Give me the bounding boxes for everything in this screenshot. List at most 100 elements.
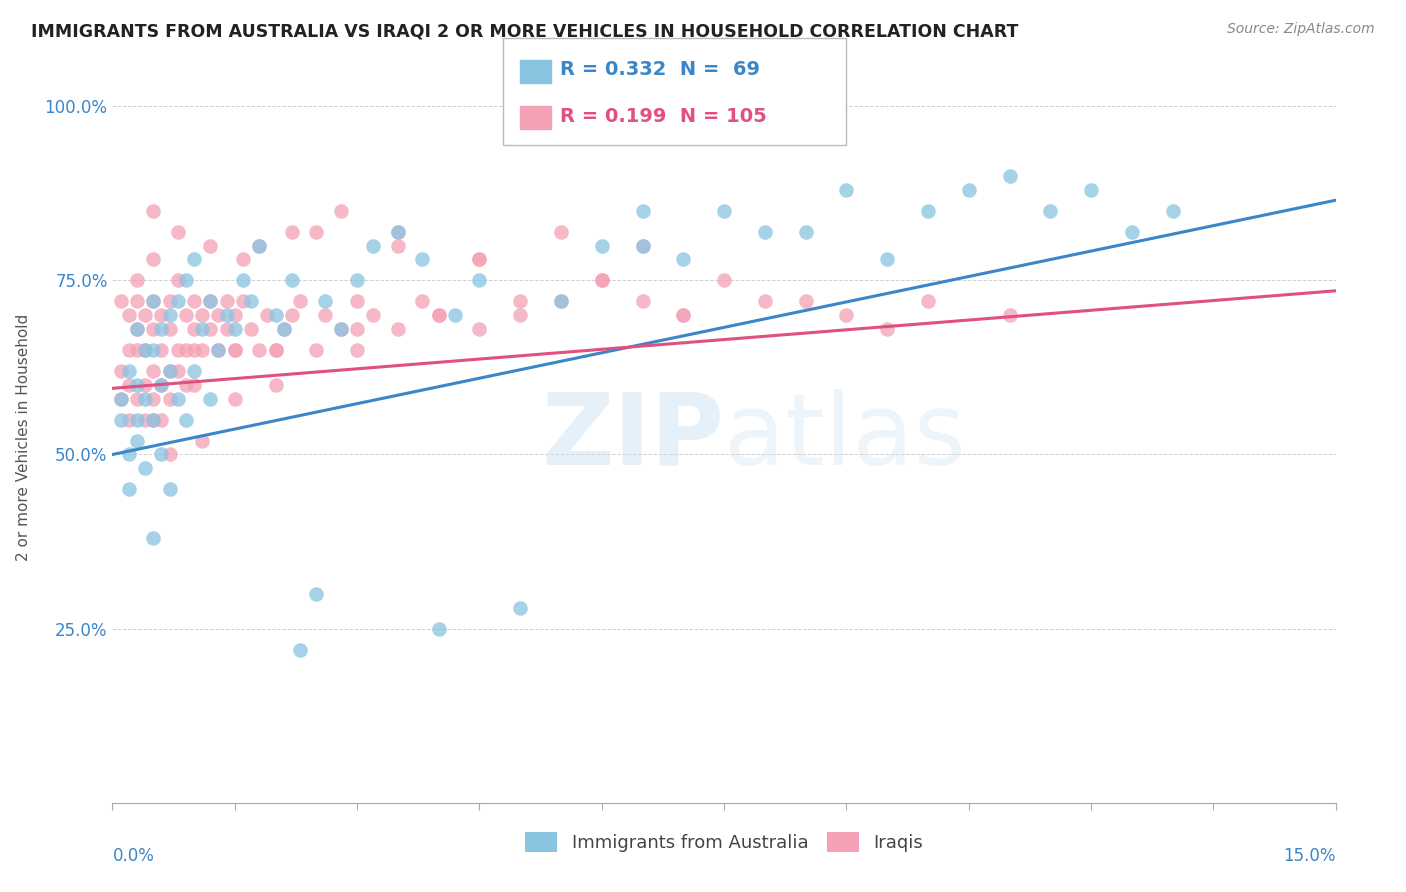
- Point: [264, 308, 287, 322]
- Text: 15.0%: 15.0%: [1284, 847, 1336, 864]
- Point: [305, 343, 328, 357]
- Point: [444, 308, 467, 322]
- Point: [387, 322, 409, 336]
- Text: atlas: atlas: [724, 389, 966, 485]
- Point: [215, 322, 238, 336]
- Point: [118, 412, 141, 426]
- Point: [174, 273, 197, 287]
- Point: [387, 225, 409, 239]
- Point: [125, 322, 148, 336]
- Point: [125, 294, 148, 309]
- Point: [281, 273, 304, 287]
- Point: [118, 448, 141, 462]
- Point: [118, 364, 141, 378]
- Point: [110, 392, 132, 406]
- Point: [591, 238, 613, 252]
- Point: [591, 273, 613, 287]
- Point: [125, 322, 148, 336]
- Point: [207, 343, 229, 357]
- Point: [125, 392, 148, 406]
- Point: [1161, 203, 1184, 218]
- Point: [247, 238, 270, 252]
- Point: [305, 225, 328, 239]
- Point: [134, 343, 156, 357]
- Point: [305, 587, 328, 601]
- Point: [387, 238, 409, 252]
- Point: [118, 483, 141, 497]
- Point: [876, 322, 898, 336]
- Point: [215, 294, 238, 309]
- Point: [247, 238, 270, 252]
- Point: [125, 434, 148, 448]
- Legend: Immigrants from Australia, Iraqis: Immigrants from Australia, Iraqis: [517, 824, 931, 860]
- Point: [166, 364, 188, 378]
- Point: [240, 294, 263, 309]
- Point: [346, 294, 368, 309]
- Point: [191, 434, 214, 448]
- Point: [240, 322, 263, 336]
- Point: [183, 294, 205, 309]
- Point: [118, 343, 141, 357]
- Point: [134, 392, 156, 406]
- Point: [183, 377, 205, 392]
- Point: [183, 364, 205, 378]
- Point: [159, 483, 181, 497]
- Point: [224, 343, 246, 357]
- Point: [166, 294, 188, 309]
- Point: [917, 294, 939, 309]
- Point: [142, 531, 165, 545]
- Point: [110, 364, 132, 378]
- Point: [142, 252, 165, 267]
- Point: [150, 377, 173, 392]
- Point: [142, 294, 165, 309]
- Point: [166, 225, 188, 239]
- Point: [215, 308, 238, 322]
- Point: [591, 273, 613, 287]
- Point: [166, 343, 188, 357]
- Point: [200, 238, 222, 252]
- Point: [159, 322, 181, 336]
- Point: [159, 308, 181, 322]
- Point: [346, 273, 368, 287]
- Point: [142, 343, 165, 357]
- Point: [125, 343, 148, 357]
- Point: [142, 392, 165, 406]
- Point: [134, 377, 156, 392]
- Point: [159, 364, 181, 378]
- Point: [110, 412, 132, 426]
- Point: [273, 322, 295, 336]
- Point: [631, 294, 654, 309]
- Point: [631, 203, 654, 218]
- Point: [150, 412, 173, 426]
- Point: [174, 343, 197, 357]
- Point: [134, 461, 156, 475]
- Point: [264, 343, 287, 357]
- Point: [1080, 183, 1102, 197]
- Text: R = 0.199  N = 105: R = 0.199 N = 105: [560, 107, 766, 126]
- Text: R = 0.332  N =  69: R = 0.332 N = 69: [560, 60, 759, 78]
- Point: [672, 308, 695, 322]
- Point: [346, 322, 368, 336]
- Point: [468, 252, 491, 267]
- Point: [550, 294, 572, 309]
- Point: [329, 322, 352, 336]
- Point: [174, 308, 197, 322]
- Point: [134, 412, 156, 426]
- Point: [631, 238, 654, 252]
- Point: [754, 225, 776, 239]
- Point: [207, 308, 229, 322]
- Point: [281, 225, 304, 239]
- Point: [917, 203, 939, 218]
- Point: [835, 183, 858, 197]
- Point: [174, 377, 197, 392]
- Point: [159, 448, 181, 462]
- Point: [468, 273, 491, 287]
- Point: [142, 412, 165, 426]
- Point: [957, 183, 980, 197]
- Point: [754, 294, 776, 309]
- Point: [142, 412, 165, 426]
- Point: [550, 294, 572, 309]
- Point: [314, 294, 336, 309]
- Point: [150, 377, 173, 392]
- Point: [427, 622, 450, 636]
